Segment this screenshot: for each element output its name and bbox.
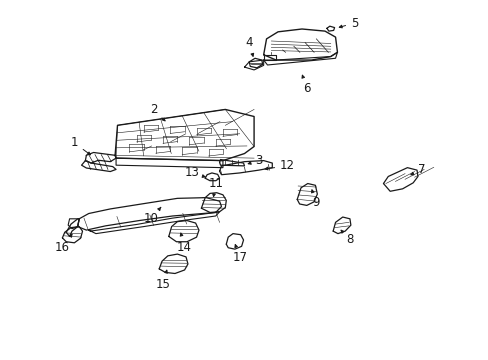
Text: 15: 15 <box>155 270 170 291</box>
Text: 4: 4 <box>245 36 253 56</box>
Text: 3: 3 <box>248 154 262 167</box>
Text: 6: 6 <box>301 75 310 95</box>
Text: 16: 16 <box>55 234 72 253</box>
Text: 10: 10 <box>143 207 161 225</box>
Text: 8: 8 <box>340 230 353 247</box>
Text: 12: 12 <box>264 159 295 172</box>
Text: 5: 5 <box>339 17 358 30</box>
Text: 11: 11 <box>208 177 223 197</box>
Text: 9: 9 <box>311 190 320 210</box>
Text: 17: 17 <box>232 244 247 264</box>
Text: 7: 7 <box>410 163 425 176</box>
Text: 14: 14 <box>177 233 192 253</box>
Text: 2: 2 <box>149 103 165 121</box>
Text: 13: 13 <box>184 166 205 179</box>
Text: 1: 1 <box>70 136 90 155</box>
